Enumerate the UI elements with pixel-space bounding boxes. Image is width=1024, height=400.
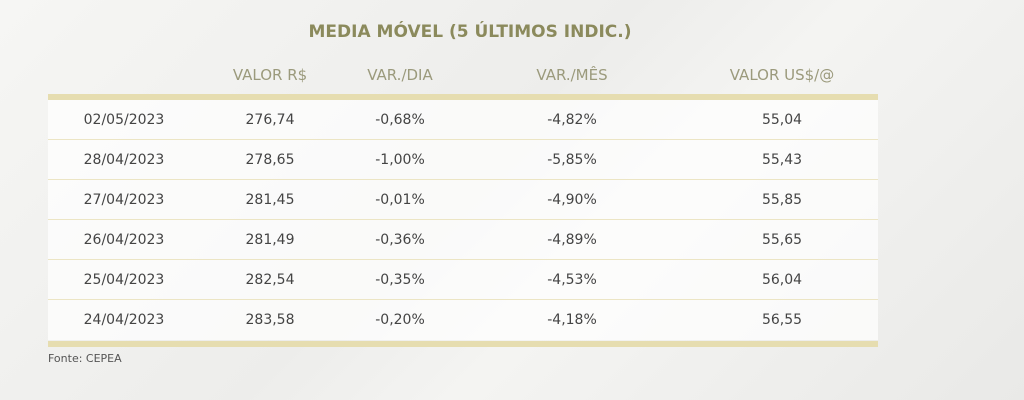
column-header: VAR./DIA	[367, 66, 433, 84]
top-rule	[48, 94, 878, 100]
table-cell: -0,36%	[375, 232, 425, 248]
table-row: 28/04/2023 278,65 -1,00% -5,85% 55,43	[48, 140, 878, 180]
table-cell: 276,74	[245, 112, 295, 128]
table-cell: -4,90%	[547, 192, 597, 208]
table-cell: 24/04/2023	[83, 312, 165, 328]
table-cell: 282,54	[245, 272, 295, 288]
table-cell: 56,04	[761, 272, 803, 288]
table-title: MEDIA MÓVEL (5 ÚLTIMOS INDIC.)	[308, 22, 632, 42]
source-note: Fonte: CEPEA	[48, 352, 122, 365]
table-cell: -0,35%	[375, 272, 425, 288]
table-cell: 25/04/2023	[83, 272, 165, 288]
table-cell: 56,55	[761, 312, 803, 328]
table-cell: 283,58	[245, 312, 295, 328]
column-header: VALOR US$/@	[729, 66, 835, 84]
table-cell: 55,85	[761, 192, 803, 208]
table-cell: -4,82%	[547, 112, 597, 128]
table-cell: 55,04	[761, 112, 803, 128]
table-row: 27/04/2023 281,45 -0,01% -4,90% 55,85	[48, 180, 878, 220]
table-cell: 278,65	[245, 152, 295, 168]
table-cell: 281,49	[245, 232, 295, 248]
table-cell: -0,20%	[375, 312, 425, 328]
table-row: 24/04/2023 283,58 -0,20% -4,18% 56,55	[48, 300, 878, 340]
table-cell: 28/04/2023	[83, 152, 165, 168]
table-cell: -4,53%	[547, 272, 597, 288]
table-cell: 281,45	[245, 192, 295, 208]
table-cell: -0,68%	[375, 112, 425, 128]
table-cell: 27/04/2023	[83, 192, 165, 208]
table-cell: -4,89%	[547, 232, 597, 248]
table-row: 26/04/2023 281,49 -0,36% -4,89% 55,65	[48, 220, 878, 260]
table-cell: -5,85%	[547, 152, 597, 168]
column-header: VAR./MÊS	[536, 66, 608, 84]
column-header: VALOR R$	[232, 66, 308, 84]
table-cell: -1,00%	[375, 152, 425, 168]
table-row: 02/05/2023 276,74 -0,68% -4,82% 55,04	[48, 100, 878, 140]
table-cell: 55,65	[761, 232, 803, 248]
table-cell: -4,18%	[547, 312, 597, 328]
table-cell: -0,01%	[375, 192, 425, 208]
table-cell: 02/05/2023	[83, 112, 165, 128]
table-body: 02/05/2023 276,74 -0,68% -4,82% 55,04 28/04/2…	[48, 100, 878, 340]
table-cell: 26/04/2023	[83, 232, 165, 248]
table-row: 25/04/2023 282,54 -0,35% -4,53% 56,04	[48, 260, 878, 300]
bottom-rule	[48, 341, 878, 347]
table-cell: 55,43	[761, 152, 803, 168]
